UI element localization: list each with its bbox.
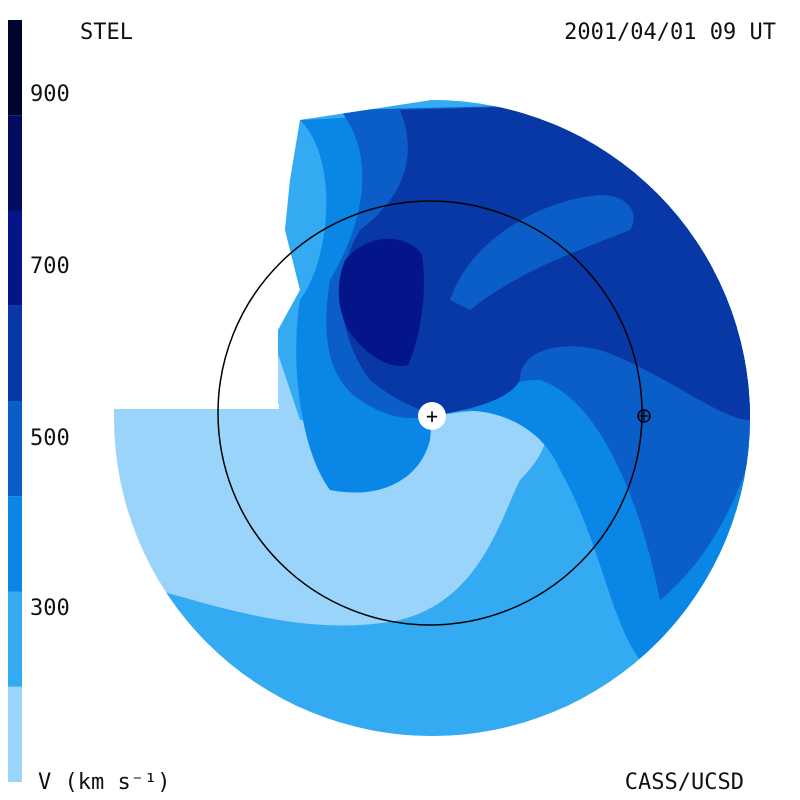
earth-symbol-icon	[637, 409, 651, 423]
velocity-disk	[114, 100, 750, 736]
observatory-label: STEL	[80, 20, 133, 45]
earth-orbit-circle	[217, 200, 643, 626]
colorbar-band-200	[8, 686, 22, 782]
velocity-unit-label: V (km s⁻¹)	[38, 770, 171, 795]
colorbar-tick-700: 700	[30, 254, 70, 279]
colorbar-band-500	[8, 401, 22, 497]
sun-symbol: +	[426, 404, 438, 428]
colorbar-tick-900: 900	[30, 82, 70, 107]
credit-label: CASS/UCSD	[624, 770, 744, 795]
colorbar-band-600	[8, 305, 22, 401]
velocity-colorbar	[8, 20, 22, 782]
timestamp-label: 2001/04/01 09 UT	[564, 20, 776, 45]
colorbar-band-900	[8, 20, 22, 116]
colorbar-band-800	[8, 115, 22, 211]
sun-marker: +	[418, 402, 446, 430]
colorbar-band-700	[8, 210, 22, 306]
colorbar-tick-500: 500	[30, 426, 70, 451]
colorbar-band-300	[8, 591, 22, 687]
colorbar-tick-300: 300	[30, 596, 70, 621]
colorbar-band-400	[8, 496, 22, 592]
